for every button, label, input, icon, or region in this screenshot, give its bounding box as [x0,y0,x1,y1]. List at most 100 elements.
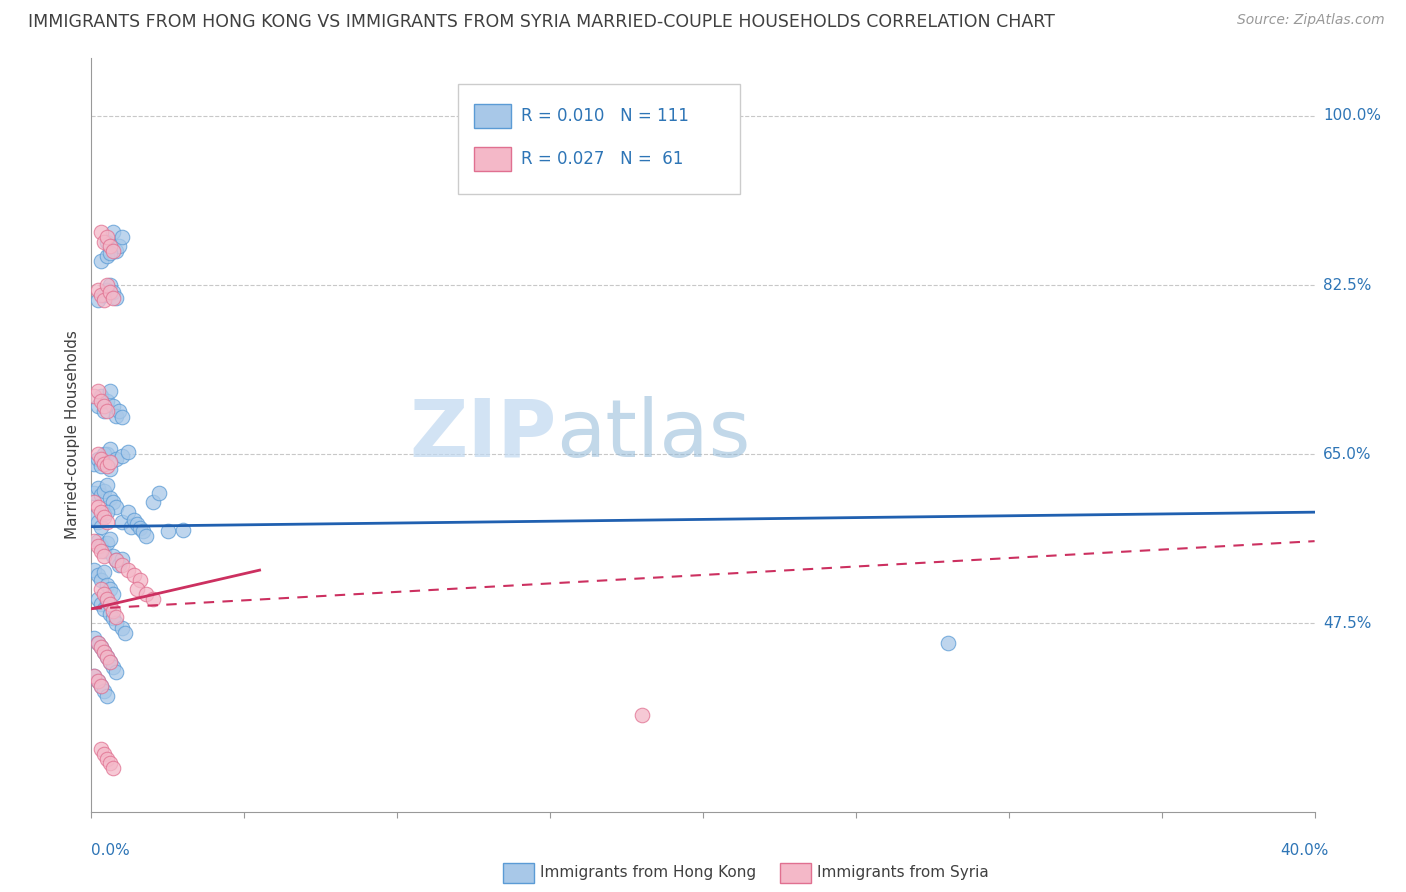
Point [96,249,118,263]
Point [104,409,127,423]
Point [96,447,118,461]
Point [101,587,124,601]
Point [156,524,179,539]
Point [101,549,124,563]
Text: atlas: atlas [557,396,751,474]
Point [86,384,108,399]
Point [127,582,149,597]
Text: Immigrants from Syria: Immigrants from Syria [817,865,988,880]
Point [98,461,121,475]
Point [111,558,134,573]
Point [96,536,118,550]
Point [90,254,112,268]
Point [83,669,105,683]
Text: IMMIGRANTS FROM HONG KONG VS IMMIGRANTS FROM SYRIA MARRIED-COUPLE HOUSEHOLDS COR: IMMIGRANTS FROM HONG KONG VS IMMIGRANTS … [28,13,1054,31]
Point [936,635,959,649]
Point [90,679,112,693]
Point [120,519,142,533]
Point [96,283,118,297]
Point [90,389,112,403]
Point [104,609,127,624]
Point [93,457,115,471]
Point [93,447,115,461]
Point [96,229,118,244]
Text: Immigrants from Hong Kong: Immigrants from Hong Kong [540,865,756,880]
Point [90,742,112,756]
Point [111,621,134,635]
Point [93,645,115,659]
Point [93,483,115,498]
Point [101,244,124,259]
Point [93,235,115,249]
Point [86,447,108,461]
Point [90,544,112,558]
Point [90,640,112,655]
Point [86,568,108,582]
Point [90,287,112,301]
Point [101,225,124,239]
Point [631,708,654,723]
Point [86,674,108,689]
Point [111,410,134,425]
Point [93,544,115,558]
Point [90,573,112,587]
Point [83,669,105,683]
Point [90,597,112,611]
Point [117,563,139,577]
Point [86,293,108,307]
Text: 82.5%: 82.5% [1323,277,1371,293]
Point [93,399,115,413]
Point [83,485,105,500]
Point [104,244,127,259]
Point [96,751,118,765]
Text: Source: ZipAtlas.com: Source: ZipAtlas.com [1237,13,1385,28]
Point [86,674,108,689]
FancyBboxPatch shape [458,85,740,194]
Point [141,592,163,607]
Point [104,452,127,467]
Point [86,399,108,413]
Point [96,650,118,665]
Point [90,225,112,239]
Point [90,582,112,597]
Point [111,515,134,529]
Point [104,553,127,567]
Point [90,519,112,533]
Point [98,246,121,260]
Point [122,568,145,582]
Point [117,445,139,459]
Point [83,563,105,577]
Point [96,592,118,607]
Y-axis label: Married-couple Households: Married-couple Households [65,330,80,540]
Text: 100.0%: 100.0% [1323,109,1381,123]
Point [93,565,115,579]
Point [98,655,121,669]
Point [108,239,131,253]
Point [108,558,131,573]
Point [98,655,121,669]
Point [135,587,157,601]
Point [86,592,108,607]
Text: R = 0.027   N =  61: R = 0.027 N = 61 [520,150,683,168]
FancyBboxPatch shape [474,147,510,171]
Point [83,631,105,645]
Point [129,573,152,587]
Point [93,507,115,521]
Point [101,285,124,299]
Point [104,500,127,515]
Point [86,635,108,649]
Point [93,684,115,698]
Point [98,582,121,597]
Point [96,689,118,703]
Point [90,640,112,655]
Point [83,495,105,509]
FancyBboxPatch shape [474,104,510,128]
Point [83,510,105,524]
Point [98,756,121,771]
Point [96,235,118,249]
Point [86,452,108,467]
Point [101,291,124,305]
Point [96,403,118,417]
Point [90,539,112,553]
Point [83,534,105,549]
